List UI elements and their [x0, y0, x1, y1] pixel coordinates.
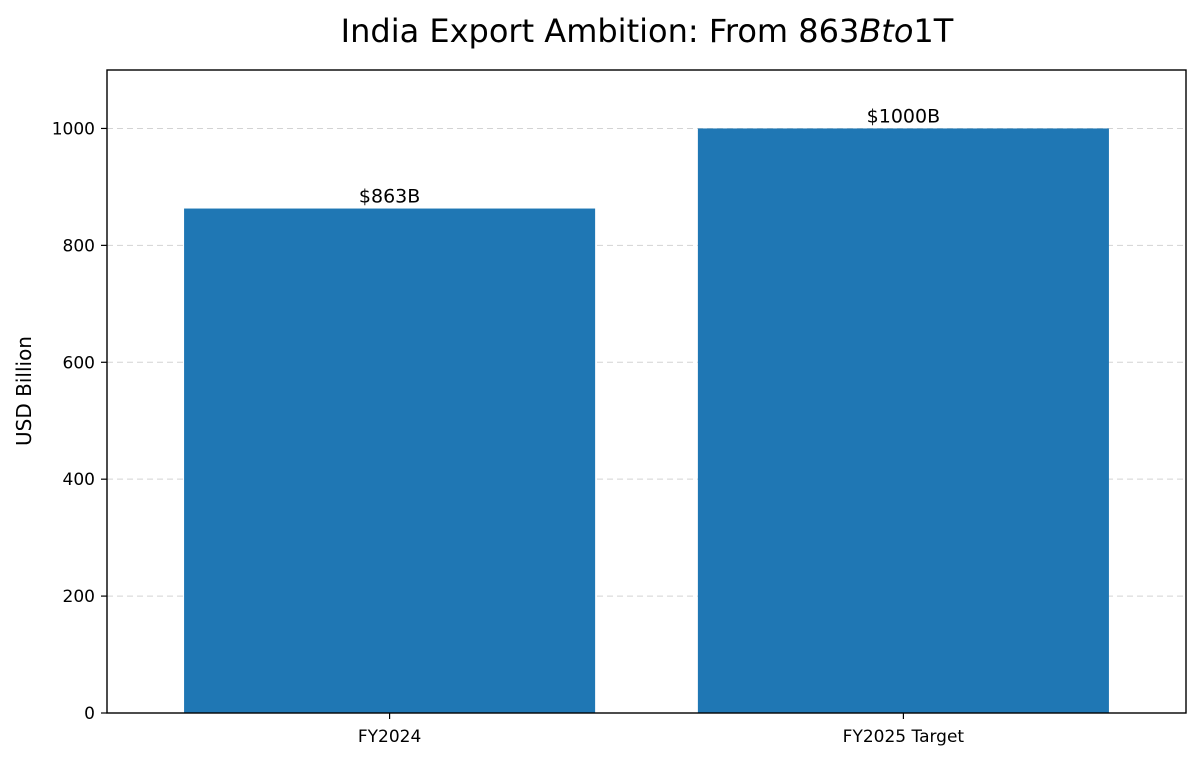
chart-title-suffix: 1T: [913, 12, 953, 50]
y-axis-ticks: 0 200 400 600 800 1000: [52, 119, 107, 724]
y-tick-label: 600: [63, 353, 95, 373]
bars: [184, 128, 1109, 714]
chart-title-italic: Bto: [859, 12, 913, 50]
y-tick-label: 400: [63, 470, 95, 490]
axes-frame: [106, 69, 1187, 714]
x-tick-label: FY2025 Target: [843, 727, 965, 747]
chart-title: India Export Ambition: From 863Bto1T: [341, 12, 954, 50]
bar-fy2024: [184, 208, 596, 713]
y-tick-label: 1000: [52, 119, 95, 139]
y-tick-label: 0: [84, 704, 95, 724]
bar-labels: $863B $1000B: [359, 105, 940, 207]
bar-fy2025-target: [697, 128, 1109, 714]
y-axis-label: USD Billion: [12, 336, 36, 446]
bar-value-label: $863B: [359, 186, 420, 208]
y-tick-label: 800: [63, 236, 95, 256]
x-tick-label: FY2024: [358, 727, 421, 747]
bar-value-label: $1000B: [867, 105, 940, 127]
chart-title-prefix: India Export Ambition: From 863: [341, 12, 860, 50]
y-tick-label: 200: [63, 587, 95, 607]
x-axis-ticks: FY2024 FY2025 Target: [358, 713, 965, 747]
